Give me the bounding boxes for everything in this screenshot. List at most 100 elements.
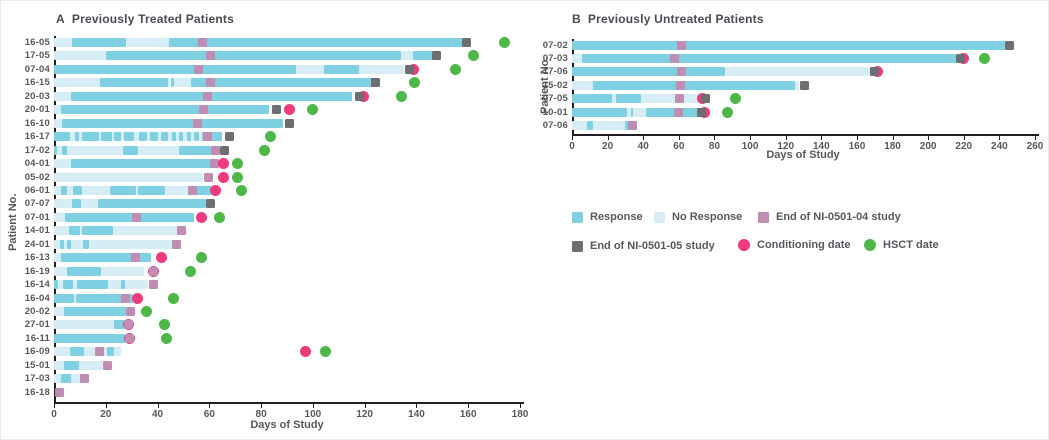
x-axis-tick	[157, 403, 159, 408]
no-response-bar-segment	[57, 145, 63, 155]
no-response-bar-segment	[134, 132, 140, 142]
cond-marker	[284, 104, 296, 116]
x-axis-tick-label: 40	[151, 409, 164, 420]
x-axis-tick	[785, 135, 787, 140]
hsct-marker	[498, 37, 510, 48]
patient-row-label: 07-05	[542, 93, 568, 105]
x-axis-tick	[856, 135, 858, 140]
cond-marker	[210, 184, 222, 196]
no-response-bar-segment	[81, 199, 98, 209]
no-response-bar-segment	[54, 159, 72, 169]
no-response-bar-segment	[572, 121, 588, 131]
patient-row-label: 14-01	[24, 225, 50, 237]
response-bar-segment	[105, 51, 401, 61]
hsct-marker	[213, 211, 225, 223]
response-bar-segment	[190, 78, 373, 88]
response-bar-segment	[54, 280, 58, 290]
no-response-bar-segment	[54, 91, 72, 101]
patient-row-label: 17-06	[542, 66, 568, 78]
x-axis-tick	[312, 403, 314, 408]
no-response-bar-segment	[125, 280, 148, 290]
no-response-bar-segment	[175, 132, 179, 142]
no-response-bar-segment	[121, 132, 125, 142]
response-bar-segment	[73, 185, 82, 195]
response-bar-segment	[114, 132, 122, 142]
no-response-bar-segment	[69, 132, 76, 142]
no-response-bar-segment	[100, 266, 145, 276]
cond-marker	[299, 346, 311, 358]
no-response-bar-segment	[98, 132, 102, 142]
end04-marker	[674, 107, 684, 117]
x-axis-tick	[416, 403, 418, 408]
x-axis-tick	[209, 403, 211, 408]
hsct-marker	[161, 332, 173, 344]
response-bar-segment	[572, 94, 613, 104]
end05-marker	[432, 51, 442, 61]
x-axis-tick-label: 100	[741, 141, 759, 152]
end05-marker	[1005, 40, 1015, 50]
response-bar-segment	[62, 118, 283, 128]
response-bar-segment	[54, 132, 70, 142]
patient-row-label: 16-09	[24, 346, 50, 358]
x-axis-tick	[999, 135, 1001, 140]
no-response-bar-segment	[725, 67, 870, 77]
no-response-bar-segment	[627, 107, 631, 117]
no-response-bar-segment	[64, 239, 68, 249]
patient-row-label: 16-19	[24, 265, 50, 277]
response-bar-segment	[124, 132, 135, 142]
end04-marker	[205, 78, 215, 88]
legend-item-no-response: No Response	[654, 211, 742, 223]
no-response-bar-segment	[66, 185, 74, 195]
no-response-bar-segment	[111, 132, 115, 142]
response-bar-segment	[572, 67, 726, 77]
response-bar-segment	[587, 121, 593, 131]
end04-marker	[206, 51, 216, 61]
response-bar-segment	[54, 333, 125, 343]
end05-marker	[224, 132, 234, 142]
no-response-bar-segment	[71, 374, 81, 384]
end04-marker	[203, 132, 213, 142]
response-bar-segment	[64, 307, 126, 316]
response-bar-segment	[139, 132, 148, 142]
no-response-bar-segment	[612, 94, 616, 104]
x-axis-tick-label: 140	[812, 141, 830, 152]
x-axis-tick-label: 240	[991, 141, 1008, 152]
response-bar-segment	[572, 107, 628, 117]
no-response-bar-segment	[54, 307, 65, 316]
x-axis-tick	[1035, 135, 1036, 140]
response-bar-segment	[75, 132, 79, 142]
x-axis-tick	[892, 135, 894, 140]
response-bar-segment	[122, 145, 138, 155]
response-bar-segment	[646, 107, 699, 117]
panel-b-title-text: Previously Untreated Patients	[587, 12, 764, 26]
response-bar-segment	[324, 64, 360, 74]
end-of-ni-0501-04-swatch-icon	[758, 211, 769, 223]
response-bar-segment	[67, 239, 72, 249]
end04-marker	[124, 333, 134, 343]
legend-item-hsct: HSCT date	[864, 239, 939, 251]
no-response-bar-segment	[295, 64, 325, 74]
x-axis-tick-label: 120	[356, 409, 373, 420]
no-response-bar-segment	[54, 253, 61, 263]
end04-marker	[54, 387, 64, 397]
response-bar-segment	[63, 360, 80, 370]
x-axis-tick	[54, 403, 55, 408]
end05-marker	[869, 67, 879, 77]
patient-row-label: 07-07	[24, 198, 50, 210]
no-response-bar-segment	[135, 185, 139, 195]
end04-marker	[198, 38, 208, 47]
end05-marker	[371, 78, 381, 88]
legend-label: End of NI-0501-04 study	[776, 211, 901, 223]
x-axis-tick-label: 220	[955, 141, 973, 152]
hsct-marker	[235, 184, 247, 196]
patient-row-label: 15-01	[24, 359, 50, 371]
cond-marker	[196, 211, 208, 223]
response-bar-segment	[60, 253, 152, 263]
patient-row-label: 16-11	[25, 332, 50, 344]
no-response-bar-segment	[71, 239, 83, 249]
x-axis-tick-label: 0	[51, 409, 57, 420]
no-response-bar-segment	[54, 374, 61, 384]
patient-row-label: 20-03	[24, 90, 50, 102]
response-bar-segment	[70, 347, 85, 357]
